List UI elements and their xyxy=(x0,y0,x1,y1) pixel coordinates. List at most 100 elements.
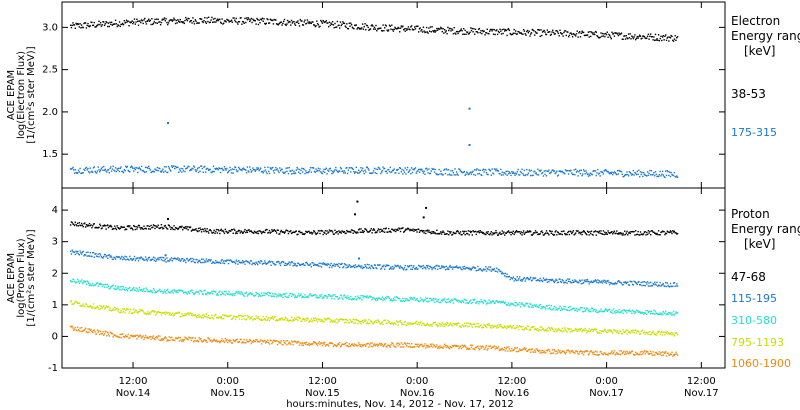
data-point xyxy=(621,234,623,236)
data-point xyxy=(174,313,176,315)
data-point xyxy=(651,331,653,334)
data-point xyxy=(631,35,633,37)
data-point xyxy=(290,316,293,318)
data-point xyxy=(560,330,562,332)
data-point xyxy=(294,172,297,174)
data-point xyxy=(137,167,140,170)
data-point xyxy=(208,337,210,339)
data-point xyxy=(446,169,448,171)
data-point xyxy=(495,170,497,172)
data-point xyxy=(176,227,178,230)
data-point xyxy=(347,297,350,299)
data-point xyxy=(174,19,176,21)
data-point xyxy=(214,17,216,20)
data-point xyxy=(368,264,370,266)
data-point xyxy=(601,330,603,332)
data-point xyxy=(232,17,234,19)
data-point xyxy=(403,230,406,233)
data-point xyxy=(286,19,289,22)
data-point xyxy=(456,266,458,269)
data-point xyxy=(196,22,198,24)
data-point xyxy=(363,230,365,232)
data-point xyxy=(137,334,139,337)
data-point xyxy=(650,310,653,312)
data-point xyxy=(295,21,297,23)
data-point xyxy=(290,19,293,22)
data-point xyxy=(651,36,653,38)
data-point xyxy=(190,260,193,263)
data-point xyxy=(323,321,325,323)
data-point xyxy=(491,301,493,303)
data-point xyxy=(385,297,387,300)
data-point xyxy=(602,311,605,313)
data-point xyxy=(156,337,159,339)
data-point xyxy=(626,312,628,314)
data-point xyxy=(391,169,394,171)
data-point xyxy=(562,308,564,310)
data-point xyxy=(338,230,340,232)
data-point xyxy=(120,337,122,339)
data-point xyxy=(637,230,639,233)
data-point xyxy=(339,294,342,296)
data-point xyxy=(73,329,75,331)
data-point xyxy=(82,26,84,29)
data-point xyxy=(172,315,174,317)
data-point xyxy=(416,170,418,173)
data-point xyxy=(129,257,132,260)
data-point xyxy=(635,282,638,285)
data-point xyxy=(345,26,347,28)
data-point xyxy=(369,296,372,298)
data-point xyxy=(649,330,651,333)
data-point xyxy=(288,341,290,343)
data-point xyxy=(655,284,657,286)
data-point xyxy=(531,326,533,329)
data-point xyxy=(171,289,174,292)
data-point xyxy=(373,297,375,299)
data-point xyxy=(484,268,486,271)
data-point xyxy=(539,233,541,235)
data-point xyxy=(105,170,107,172)
data-point xyxy=(126,258,129,260)
data-point xyxy=(176,289,178,292)
data-point xyxy=(638,169,640,171)
data-point xyxy=(320,172,323,174)
data-point xyxy=(425,230,428,232)
data-point xyxy=(207,230,209,233)
data-point xyxy=(667,284,669,287)
data-point xyxy=(570,281,572,284)
data-point xyxy=(140,228,142,230)
data-point xyxy=(76,281,78,283)
data-point xyxy=(353,28,355,30)
data-point xyxy=(110,331,112,334)
data-point xyxy=(486,28,488,30)
data-point xyxy=(384,265,387,268)
data-point xyxy=(140,165,143,168)
data-point xyxy=(539,326,541,328)
data-point xyxy=(388,170,391,173)
data-point xyxy=(590,35,592,38)
data-point xyxy=(377,228,380,230)
data-point xyxy=(257,18,259,21)
data-point xyxy=(500,168,502,171)
data-point xyxy=(537,306,540,309)
data-point xyxy=(230,172,233,174)
data-point xyxy=(328,231,330,233)
data-point xyxy=(237,263,239,265)
data-point xyxy=(662,35,664,37)
data-point xyxy=(145,23,148,25)
data-point xyxy=(467,268,470,270)
data-point xyxy=(661,231,663,233)
data-point xyxy=(485,303,488,305)
data-point xyxy=(202,340,204,342)
data-point xyxy=(195,228,197,230)
data-point xyxy=(290,340,293,342)
data-point xyxy=(494,168,496,170)
data-point xyxy=(302,24,305,26)
data-point xyxy=(125,166,128,169)
data-point xyxy=(230,20,232,23)
data-point xyxy=(564,327,566,329)
data-point xyxy=(526,325,529,327)
data-point xyxy=(145,336,148,339)
data-point xyxy=(505,327,507,330)
data-point xyxy=(294,295,297,297)
